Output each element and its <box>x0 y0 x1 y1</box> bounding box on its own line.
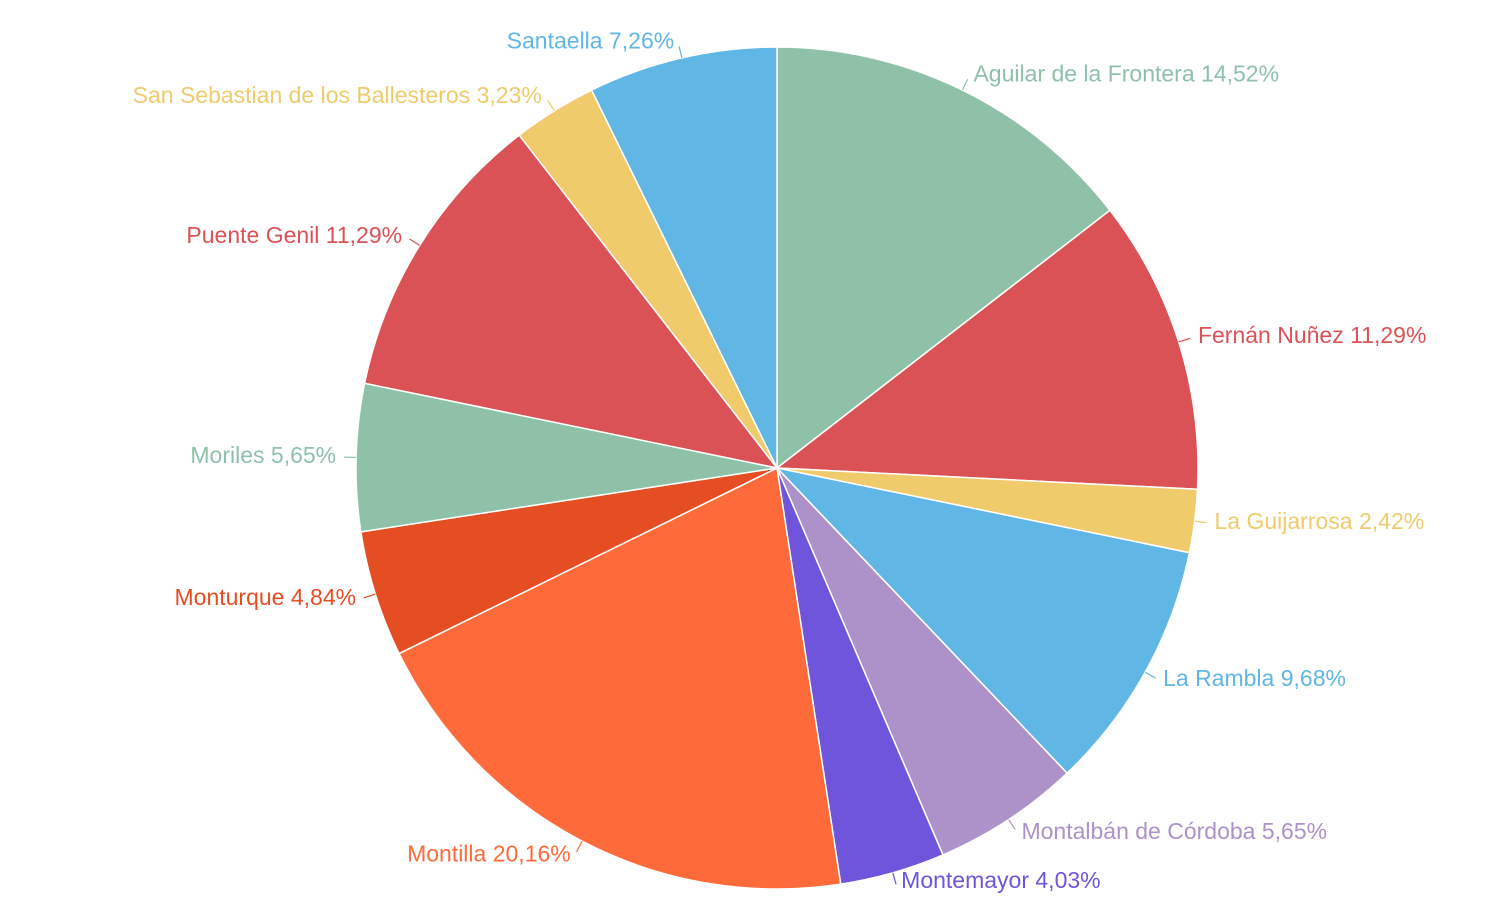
slice-label: La Guijarrosa 2,42% <box>1215 508 1425 534</box>
leader-line <box>892 872 897 885</box>
slice-value: 14,52% <box>1201 61 1279 87</box>
slice-name: Montemayor <box>901 867 1029 893</box>
leader-line <box>576 840 583 853</box>
slice-name: La Guijarrosa <box>1215 508 1353 534</box>
leader-line <box>363 593 376 599</box>
slice-value: 5,65% <box>1262 818 1327 844</box>
leader-line <box>1178 337 1191 343</box>
pie-slice <box>776 46 1111 470</box>
slice-name: Aguilar de la Frontera <box>973 61 1194 87</box>
slice-label: Puente Genil 11,29% <box>186 222 402 248</box>
slice-label: Monturque 4,84% <box>175 584 357 610</box>
slice-value: 11,29% <box>1350 322 1426 348</box>
pie-slice <box>590 46 778 469</box>
slice-value: 20,16% <box>493 840 571 866</box>
slice-label: Montemayor 4,03% <box>901 867 1100 893</box>
slice-label: Moriles 5,65% <box>190 442 336 468</box>
slice-name: Fernán Nuñez <box>1198 322 1344 348</box>
slice-name: Moriles <box>190 442 264 468</box>
pie-slice <box>776 467 1069 856</box>
slice-name: La Rambla <box>1163 665 1274 691</box>
pie-slice <box>774 209 1199 491</box>
leader-line <box>1144 671 1156 679</box>
slice-value: 7,26% <box>609 27 674 53</box>
slice-label: Santaella 7,26% <box>507 27 675 53</box>
slice-name: Puente Genil <box>186 222 319 248</box>
pie-slice <box>774 466 1191 775</box>
slice-name: Santaella <box>507 27 603 53</box>
slice-value: 4,84% <box>291 584 356 610</box>
leader-line <box>409 238 420 246</box>
slice-value: 2,42% <box>1359 508 1424 534</box>
slice-name: Monturque <box>175 584 285 610</box>
slice-name: Montilla <box>407 840 486 866</box>
pie-slice <box>355 382 778 533</box>
slice-label: La Rambla 9,68% <box>1163 665 1346 691</box>
slice-label: San Sebastian de los Ballesteros 3,23% <box>133 82 542 108</box>
slice-name: Montalbán de Córdoba <box>1021 818 1255 844</box>
leader-line <box>547 100 555 112</box>
slice-name: San Sebastian de los Ballesteros <box>133 82 471 108</box>
leader-line <box>1008 819 1016 830</box>
slice-label: Montilla 20,16% <box>407 840 571 866</box>
leader-line <box>1194 520 1207 524</box>
slice-value: 3,23% <box>477 82 542 108</box>
pie-slice <box>363 134 779 470</box>
slice-value: 9,68% <box>1281 665 1346 691</box>
slice-label: Fernán Nuñez 11,29% <box>1198 322 1426 348</box>
slice-value: 11,29% <box>326 222 402 248</box>
leader-line <box>678 46 683 59</box>
slice-label: Aguilar de la Frontera 14,52% <box>973 61 1279 87</box>
slice-value: 4,03% <box>1035 867 1100 893</box>
slice-value: 5,65% <box>271 442 336 468</box>
slice-label: Montalbán de Córdoba 5,65% <box>1021 818 1327 844</box>
leader-line <box>961 78 969 91</box>
